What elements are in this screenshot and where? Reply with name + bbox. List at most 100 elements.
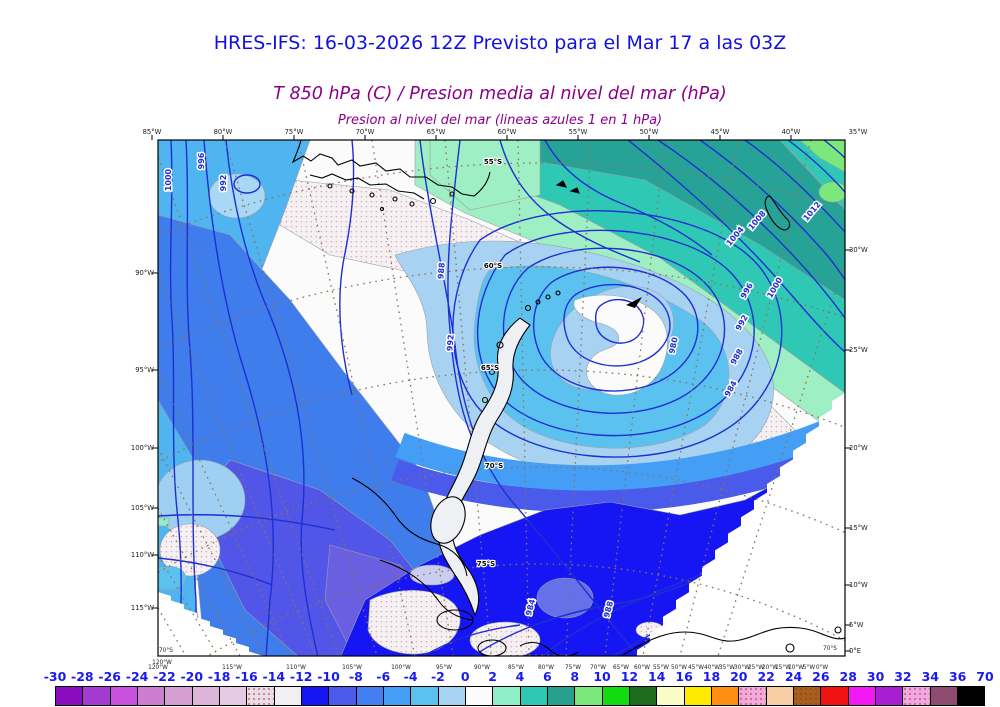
svg-text:60°W: 60°W	[498, 128, 517, 136]
colorbar-tick-label: -2	[430, 669, 445, 684]
colorbar-tick-label: 10	[593, 669, 611, 684]
colorbar-cell	[438, 687, 466, 705]
colorbar-tick-label: -18	[207, 669, 231, 684]
svg-text:992: 992	[219, 175, 228, 192]
svg-text:988: 988	[436, 262, 446, 280]
svg-text:120°W: 120°W	[148, 665, 168, 671]
colorbar-cell	[875, 687, 904, 705]
colorbar-tick-label: 20	[730, 669, 748, 684]
svg-text:60°S: 60°S	[484, 262, 502, 270]
svg-text:50°W: 50°W	[640, 128, 659, 136]
colorbar-tick-label: 22	[757, 669, 775, 684]
colorbar-cell	[684, 687, 712, 705]
svg-text:20°W: 20°W	[849, 444, 868, 452]
svg-text:90°W: 90°W	[135, 269, 154, 277]
colorbar-tick-label: 14	[648, 669, 666, 684]
colorbar-tick-label: 30	[866, 669, 885, 684]
svg-text:65°W: 65°W	[613, 665, 629, 671]
svg-text:105°W: 105°W	[342, 665, 362, 671]
svg-text:55°S: 55°S	[484, 158, 502, 166]
axis-ticks	[151, 135, 851, 652]
svg-text:70°S: 70°S	[485, 462, 503, 470]
svg-text:55°W: 55°W	[653, 665, 669, 671]
svg-text:25°W: 25°W	[849, 346, 868, 354]
svg-text:35°W: 35°W	[849, 128, 868, 136]
colorbar-tick-label: 24	[784, 669, 803, 684]
svg-text:65°W: 65°W	[427, 128, 446, 136]
svg-text:50°W: 50°W	[671, 665, 687, 671]
svg-text:996: 996	[197, 152, 206, 169]
svg-text:40°W: 40°W	[782, 128, 801, 136]
svg-text:40°W: 40°W	[704, 665, 720, 671]
svg-text:95°W: 95°W	[436, 665, 452, 671]
colorbar-tick-label: -28	[71, 669, 94, 684]
svg-text:105°W: 105°W	[131, 504, 154, 512]
svg-text:90°W: 90°W	[474, 665, 490, 671]
page-title: HRES-IFS: 16-03-2026 12Z Previsto para e…	[213, 32, 787, 54]
colorbar-cell	[629, 687, 658, 705]
colorbar-tick-label: -12	[289, 669, 313, 684]
colorbar-cell	[930, 687, 958, 705]
colorbar-tick-label: -30	[43, 669, 67, 684]
map-frame	[157, 139, 846, 657]
colorbar-tick-label: 2	[488, 669, 497, 684]
colorbar-tick-label: 8	[570, 669, 580, 684]
nodata-layer	[158, 393, 845, 656]
colorbar-tick-label: -16	[235, 669, 258, 684]
svg-text:75°S: 75°S	[477, 560, 495, 568]
chart-subtitle: T 850 hPa (C) / Presion media al nivel d…	[273, 84, 727, 104]
svg-text:55°W: 55°W	[569, 128, 588, 136]
colorbar-cell	[356, 687, 384, 705]
svg-text:110°W: 110°W	[131, 551, 154, 559]
temperature-colorbar	[55, 686, 985, 706]
colorbar-tick-label: 0	[460, 669, 470, 684]
colorbar-tick-label: 12	[620, 669, 639, 684]
colorbar-cell	[274, 687, 302, 705]
colorbar-tick-label: 6	[542, 669, 552, 684]
colorbar-cell	[219, 687, 248, 705]
colorbar-cell	[411, 687, 439, 705]
svg-text:75°W: 75°W	[565, 665, 581, 671]
colorbar-cell	[903, 687, 931, 705]
colorbar-cell	[383, 687, 412, 705]
svg-text:980: 980	[667, 336, 679, 355]
wind-arrow-marker	[626, 297, 642, 308]
svg-text:5°W: 5°W	[849, 621, 864, 629]
colorbar-cell	[575, 687, 603, 705]
colorbar-tick-label: -8	[348, 669, 363, 684]
colorbar-cell	[739, 687, 767, 705]
colorbar-cell	[329, 687, 357, 705]
svg-text:15°W: 15°W	[775, 665, 791, 671]
colorbar-cell	[657, 687, 685, 705]
colorbar-cell	[848, 687, 876, 705]
pressure-note: Presion al nivel del mar (lineas azules …	[337, 113, 663, 128]
latitude-labels: 55°S 60°S 65°S 70°S 75°S	[476, 157, 505, 569]
colorbar-cell	[110, 687, 138, 705]
svg-text:115°W: 115°W	[222, 665, 242, 671]
colorbar-tick-label: -26	[98, 669, 121, 684]
svg-text:1000: 1000	[164, 168, 173, 191]
svg-text:0°E: 0°E	[849, 647, 861, 655]
colorbar-cell	[56, 687, 84, 705]
colorbar-tick-label: -24	[125, 669, 149, 684]
svg-text:25°W: 25°W	[748, 665, 764, 671]
colorbar-cell	[793, 687, 822, 705]
colorbar-tick-label: 16	[675, 669, 693, 684]
svg-text:30°W: 30°W	[849, 246, 868, 254]
axis-labels: 85°W 80°W 75°W 70°W 65°W 60°W 55°W 50°W 45°W 40°W…	[131, 128, 868, 671]
colorbar-cell	[165, 687, 193, 705]
svg-text:20°W: 20°W	[762, 665, 778, 671]
colorbar-cell	[137, 687, 166, 705]
colorbar-cell	[520, 687, 548, 705]
svg-text:0°W: 0°W	[816, 665, 829, 671]
svg-text:120°W: 120°W	[152, 660, 172, 666]
colorbar-cell	[493, 687, 521, 705]
colorbar-cell	[711, 687, 740, 705]
svg-text:110°W: 110°W	[286, 665, 306, 671]
svg-text:15°W: 15°W	[849, 524, 868, 532]
colorbar-tick-label: 36	[948, 669, 967, 684]
svg-text:75°W: 75°W	[285, 128, 304, 136]
svg-text:10°W: 10°W	[788, 665, 804, 671]
